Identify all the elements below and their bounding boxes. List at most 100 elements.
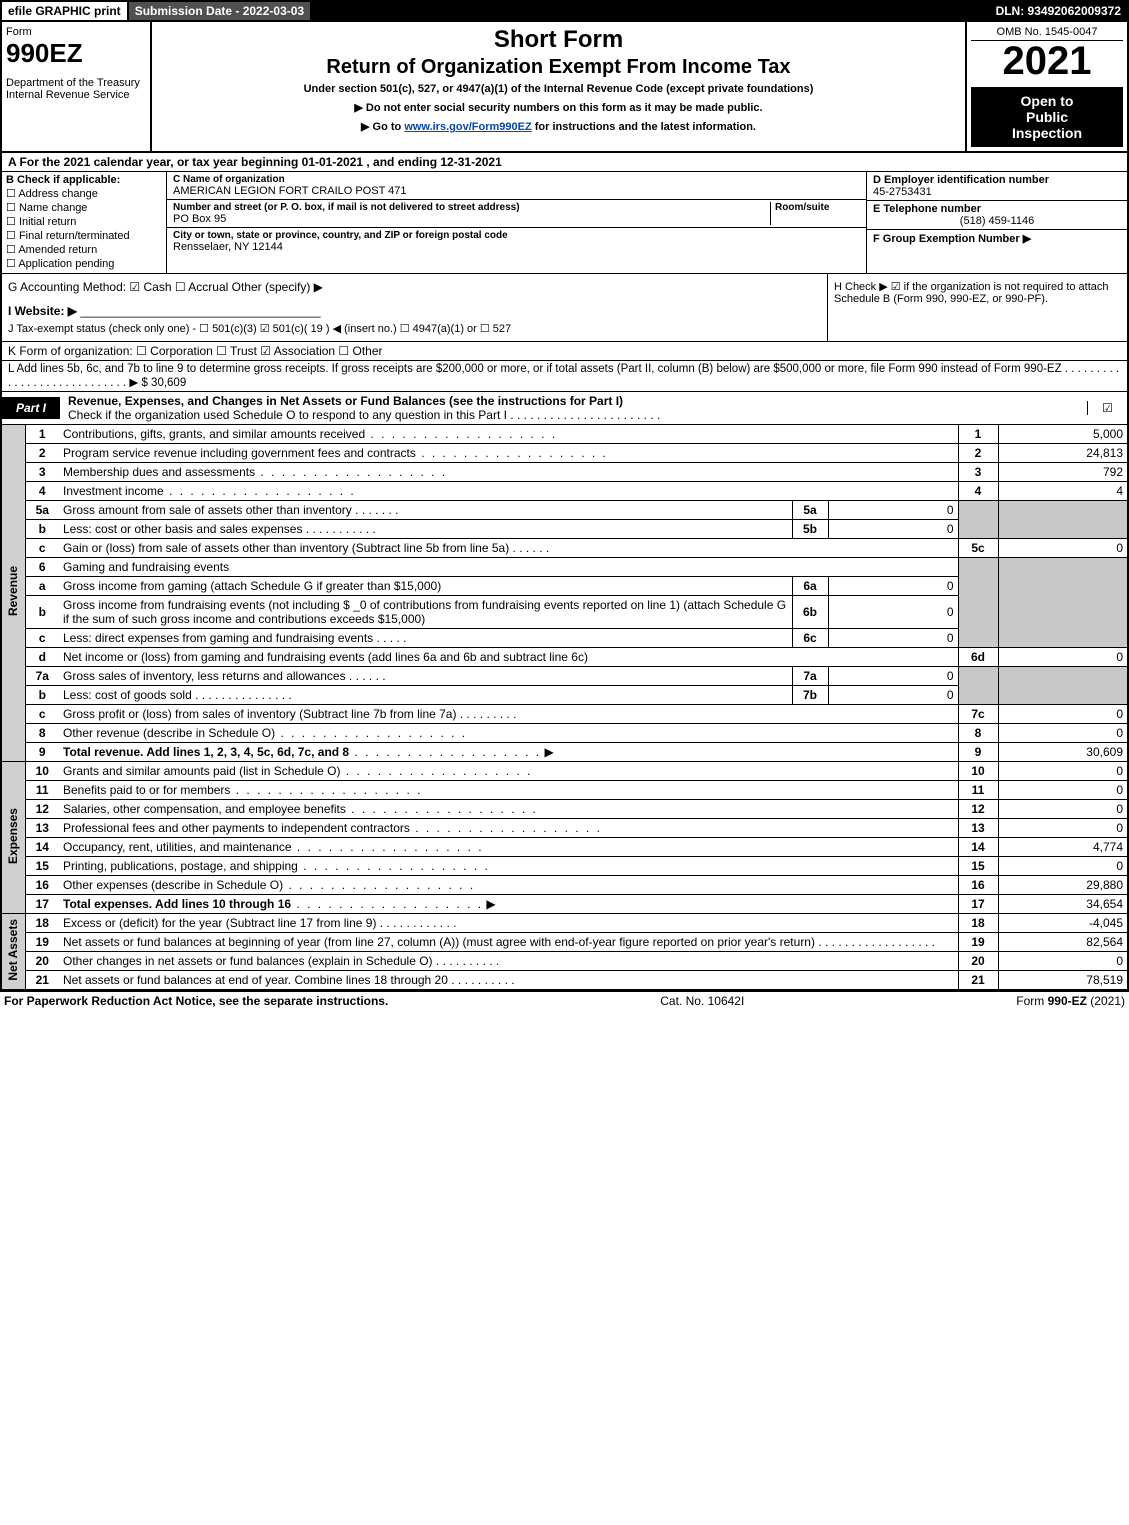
line-9-desc: Total revenue. Add lines 1, 2, 3, 4, 5c,… [63,745,349,759]
check-name-change[interactable]: ☐ Name change [6,201,162,214]
line-8-val: 0 [998,724,1128,743]
part-1-check[interactable]: ☑ [1087,401,1127,415]
line-8-refnum: 8 [958,724,998,743]
check-amended-return[interactable]: ☐ Amended return [6,243,162,256]
ssn-warning: ▶ Do not enter social security numbers o… [156,101,961,114]
line-6c-num: c [25,629,59,648]
row-a-calendar-year: A For the 2021 calendar year, or tax yea… [0,153,1129,172]
line-7a-num: 7a [25,667,59,686]
line-14-desc: Occupancy, rent, utilities, and maintena… [63,840,292,854]
line-8-num: 8 [25,724,59,743]
footer: For Paperwork Reduction Act Notice, see … [0,990,1129,1010]
line-15-num: 15 [25,857,59,876]
top-bar-left: efile GRAPHIC print Submission Date - 20… [2,2,312,20]
line-7ab-grey-val [998,667,1128,705]
row-k-form-of-org: K Form of organization: ☐ Corporation ☐ … [0,342,1129,361]
check-address-change[interactable]: ☐ Address change [6,187,162,200]
line-17-val: 34,654 [998,895,1128,914]
line-11-num: 11 [25,781,59,800]
line-7a-subval: 0 [828,667,958,686]
line-8: 8 Other revenue (describe in Schedule O)… [1,724,1128,743]
line-21-num: 21 [25,971,59,990]
form-number: 990EZ [6,38,146,69]
goto-pre: ▶ Go to [361,121,404,133]
line-17-refnum: 17 [958,895,998,914]
line-5b-subval: 0 [828,520,958,539]
header-left: Form 990EZ Department of the Treasury In… [2,22,152,151]
line-10-num: 10 [25,762,59,781]
line-18-refnum: 18 [958,914,998,933]
line-10-desc: Grants and similar amounts paid (list in… [63,764,340,778]
col-b-check-applicable: B Check if applicable: ☐ Address change … [2,172,167,273]
check-final-return[interactable]: ☐ Final return/terminated [6,229,162,242]
row-g-accounting: G Accounting Method: ☑ Cash ☐ Accrual Ot… [2,274,827,341]
line-18-num: 18 [25,914,59,933]
line-11-refnum: 11 [958,781,998,800]
line-20-val: 0 [998,952,1128,971]
part-1-header: Part I Revenue, Expenses, and Changes in… [0,392,1129,425]
line-20: 20 Other changes in net assets or fund b… [1,952,1128,971]
line-14: 14 Occupancy, rent, utilities, and maint… [1,838,1128,857]
line-20-refnum: 20 [958,952,998,971]
line-2-refnum: 2 [958,444,998,463]
line-1-desc: Contributions, gifts, grants, and simila… [63,427,365,441]
group-exemption-block: F Group Exemption Number ▶ [867,230,1127,247]
line-6: 6 Gaming and fundraising events [1,558,1128,577]
phone-value: (518) 459-1146 [873,215,1121,227]
line-13-num: 13 [25,819,59,838]
line-6a-num: a [25,577,59,596]
department-label: Department of the Treasury Internal Reve… [6,77,146,101]
city-label: City or town, state or province, country… [173,230,860,241]
short-form-title: Short Form [156,26,961,54]
line-6a-sub: 6a [792,577,828,596]
irs-link[interactable]: www.irs.gov/Form990EZ [404,121,531,133]
line-6d: d Net income or (loss) from gaming and f… [1,648,1128,667]
col-c-org-info: C Name of organization AMERICAN LEGION F… [167,172,867,273]
line-5c-refnum: 5c [958,539,998,558]
form-ref-bold: 990-EZ [1048,994,1087,1008]
city-value: Rensselaer, NY 12144 [173,241,860,253]
expenses-side-label: Expenses [1,762,25,914]
address-change-label: Address change [18,188,98,200]
line-6d-desc: Net income or (loss) from gaming and fun… [59,648,958,667]
line-4-val: 4 [998,482,1128,501]
line-13-desc: Professional fees and other payments to … [63,821,410,835]
phone-block: E Telephone number (518) 459-1146 [867,201,1127,230]
line-12: 12 Salaries, other compensation, and emp… [1,800,1128,819]
check-initial-return[interactable]: ☐ Initial return [6,215,162,228]
line-6c-subval: 0 [828,629,958,648]
line-5a-subval: 0 [828,501,958,520]
amended-return-label: Amended return [18,244,97,256]
line-6b-num: b [25,596,59,629]
line-21: 21 Net assets or fund balances at end of… [1,971,1128,990]
row-h-schedule-b: H Check ▶ ☑ if the organization is not r… [827,274,1127,341]
city-row: City or town, state or province, country… [167,228,866,255]
line-11: 11 Benefits paid to or for members 11 0 [1,781,1128,800]
line-7b-num: b [25,686,59,705]
line-12-num: 12 [25,800,59,819]
line-9-num: 9 [25,743,59,762]
check-application-pending[interactable]: ☐ Application pending [6,257,162,270]
line-3-val: 792 [998,463,1128,482]
efile-print-button[interactable]: efile GRAPHIC print [2,2,129,20]
ein-block: D Employer identification number 45-2753… [867,172,1127,201]
line-1: Revenue 1 Contributions, gifts, grants, … [1,425,1128,444]
line-4-desc: Investment income [63,484,164,498]
line-7ab-grey [958,667,998,705]
line-16-refnum: 16 [958,876,998,895]
line-19-num: 19 [25,933,59,952]
group-exemption-label: F Group Exemption Number ▶ [873,233,1031,245]
line-1-val: 5,000 [998,425,1128,444]
goto-post: for instructions and the latest informat… [532,121,756,133]
line-7c-refnum: 7c [958,705,998,724]
col-b-header: B Check if applicable: [6,174,162,186]
line-16-desc: Other expenses (describe in Schedule O) [63,878,283,892]
line-20-num: 20 [25,952,59,971]
line-21-refnum: 21 [958,971,998,990]
line-16: 16 Other expenses (describe in Schedule … [1,876,1128,895]
line-2-desc: Program service revenue including govern… [63,446,416,460]
top-bar: efile GRAPHIC print Submission Date - 20… [0,0,1129,22]
line-16-num: 16 [25,876,59,895]
line-10: Expenses 10 Grants and similar amounts p… [1,762,1128,781]
line-6d-val: 0 [998,648,1128,667]
